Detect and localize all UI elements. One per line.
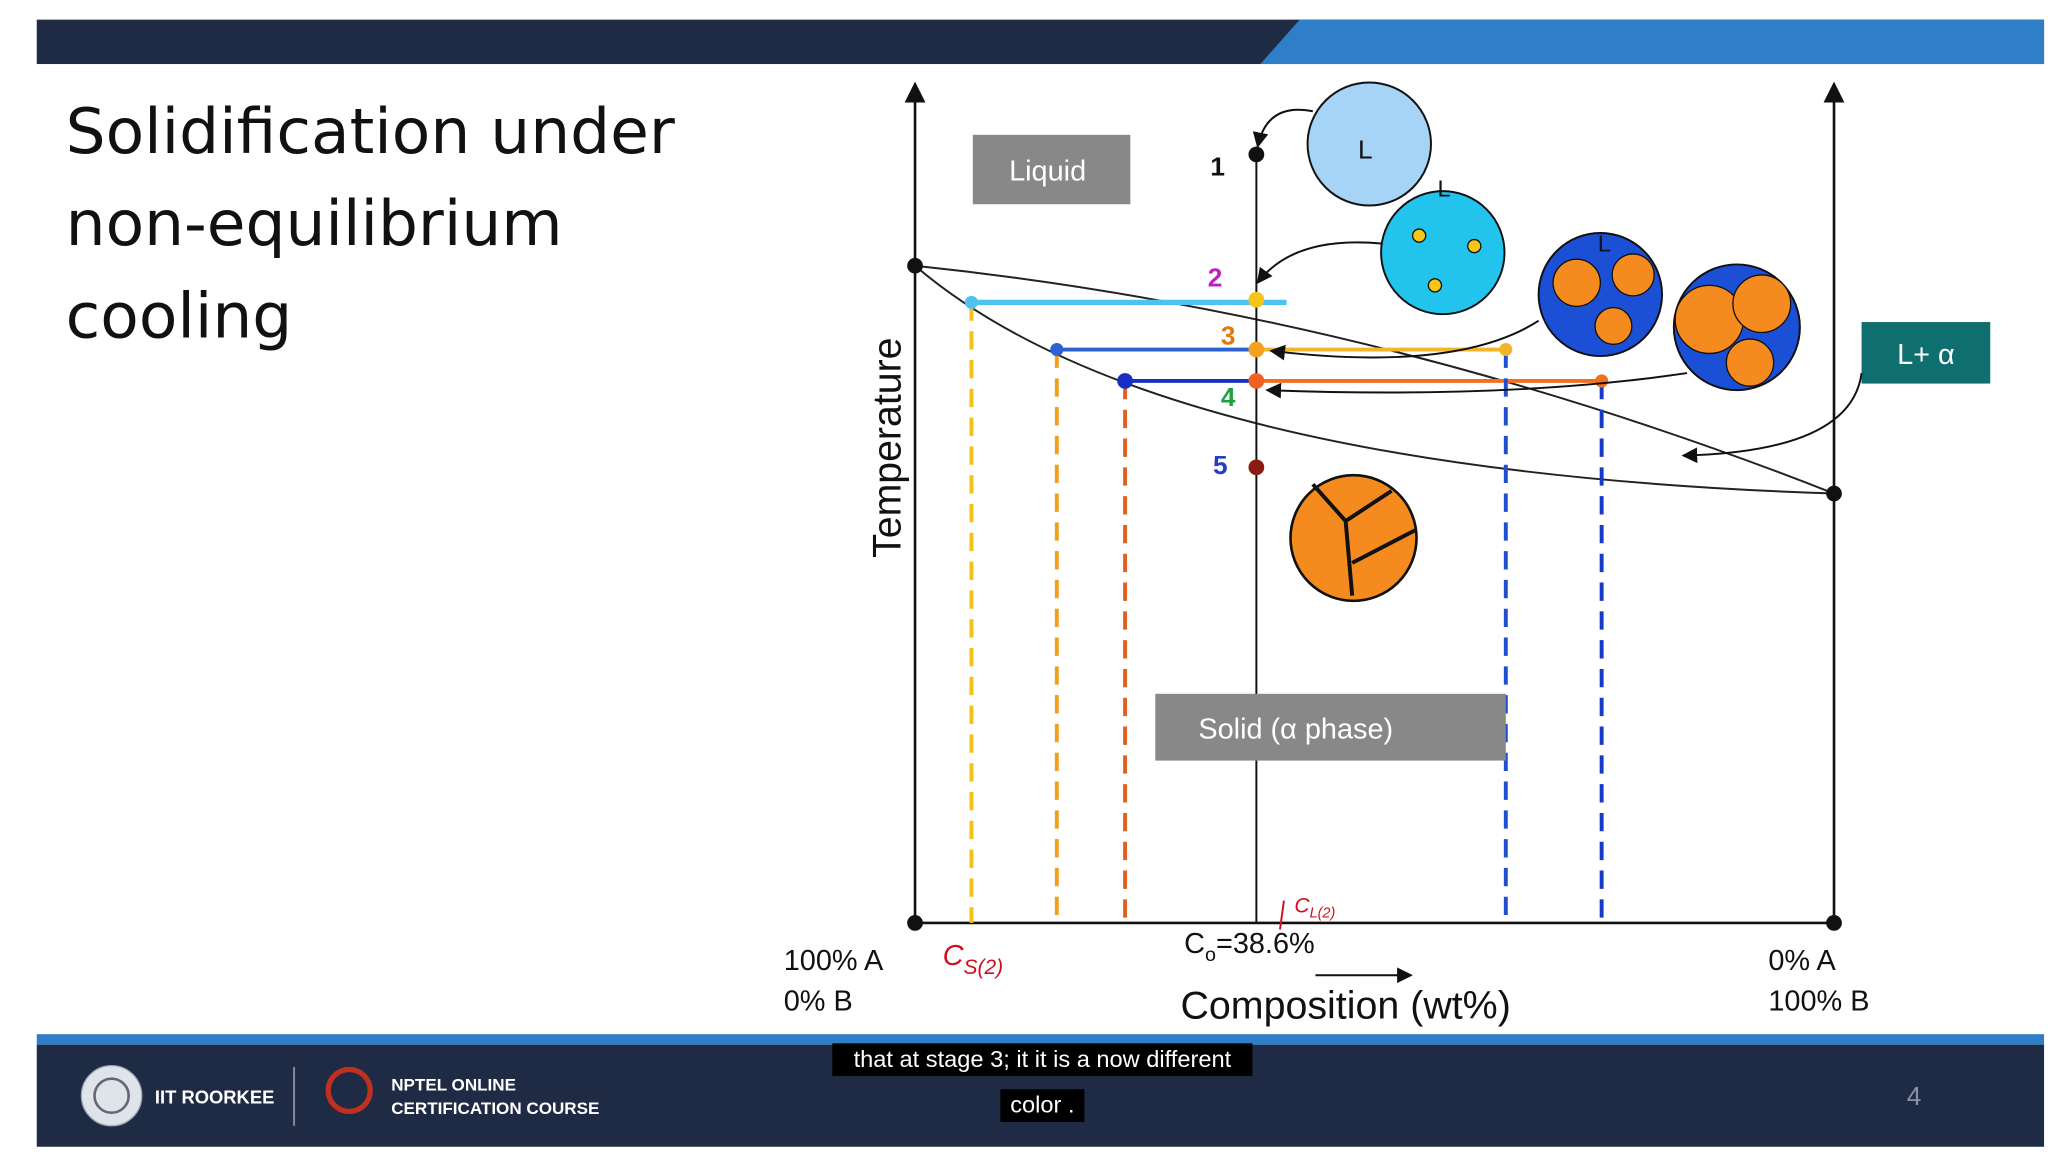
title-line: Solidification under — [66, 95, 675, 168]
grain — [1732, 274, 1792, 334]
iit-logo — [80, 1064, 143, 1127]
composition-label: Co=38.6% — [1184, 928, 1315, 966]
subscript: o — [1205, 944, 1216, 966]
grain-label: L — [1598, 230, 1611, 256]
caption-box — [1000, 1089, 1085, 1122]
value: =38.6% — [1216, 928, 1315, 960]
point — [907, 257, 923, 274]
right-label: 100% B — [1768, 986, 1869, 1018]
points — [907, 146, 1842, 931]
handwritten-tick — [1279, 900, 1285, 930]
grains — [1552, 253, 1655, 345]
symbol: C — [1184, 928, 1205, 960]
arrow — [1252, 108, 1314, 149]
grain — [1674, 284, 1745, 355]
stage-label: 5 — [1213, 450, 1228, 480]
symbol: C — [1294, 894, 1310, 917]
point — [1248, 459, 1265, 476]
grain — [1552, 258, 1601, 307]
title-line: non-equilibrium — [66, 187, 563, 260]
point — [1248, 146, 1265, 163]
caption-box — [832, 1043, 1253, 1077]
left-label: 0% B — [784, 986, 853, 1018]
grain-label: L — [1358, 134, 1373, 164]
grains — [1674, 274, 1792, 387]
arrow — [1265, 372, 1688, 399]
x-axis-label: Composition (wt%) — [1180, 984, 1510, 1028]
point — [1826, 915, 1842, 931]
stage-label: 3 — [1221, 320, 1236, 350]
stage-label: 4 — [1221, 382, 1236, 412]
subscript: S(2) — [963, 956, 1003, 979]
arrow — [1256, 241, 1382, 285]
region-label: Liquid — [1009, 156, 1086, 188]
caption: that at stage 3; it it is a now differen… — [854, 1046, 1232, 1072]
stage-label: 2 — [1208, 263, 1223, 293]
symbol: C — [943, 940, 964, 972]
course-name: NPTEL ONLINE — [391, 1075, 516, 1094]
grain — [1611, 253, 1655, 297]
caption: color . — [1010, 1092, 1074, 1118]
region-box — [1861, 322, 1991, 384]
page-number: 4 — [1907, 1081, 1922, 1111]
solid-grain — [1289, 473, 1418, 603]
course-name: CERTIFICATION COURSE — [391, 1099, 599, 1118]
nucleus — [1411, 228, 1427, 243]
region-label: L+ α — [1897, 339, 1955, 371]
arrow — [1681, 372, 1863, 464]
point — [1248, 341, 1265, 358]
solidus — [914, 264, 1835, 495]
region-box — [1155, 693, 1506, 761]
point — [1050, 342, 1064, 357]
subscript: L(2) — [1310, 906, 1336, 922]
point — [964, 295, 979, 309]
grain — [1725, 338, 1775, 387]
point — [1595, 374, 1609, 388]
phase-diagram: 1 2 3 4 5 Liquid L+ α Solid (α phase) L … — [784, 81, 1991, 1028]
stage-labels: 1 2 3 4 5 — [1208, 151, 1236, 479]
point — [1248, 373, 1265, 389]
header-accent — [1260, 19, 2045, 65]
grain — [1594, 306, 1633, 345]
stage-label: 1 — [1210, 151, 1225, 181]
right-label: 0% A — [1768, 945, 1836, 977]
point — [1248, 291, 1265, 308]
left-label: 100% A — [784, 945, 884, 977]
y-axis-label: Temperature — [866, 338, 910, 558]
slide-body — [36, 64, 2045, 1035]
arrows — [1252, 108, 1863, 984]
title-line: cooling — [66, 280, 293, 353]
grain-circle — [1306, 81, 1432, 207]
title: Solidification under non-equilibrium coo… — [66, 95, 675, 352]
handwritten-annotation: CL(2) — [1294, 894, 1335, 921]
nptel-logo — [325, 1066, 373, 1115]
handwritten-annotation: CS(2) — [943, 940, 1004, 979]
grain-boundaries — [1311, 483, 1417, 596]
liquidus — [914, 264, 1835, 495]
point — [1826, 485, 1842, 502]
nucleus — [1427, 278, 1443, 293]
point — [907, 915, 923, 931]
footer-stripe — [36, 1034, 2045, 1045]
iit-logo-ring — [93, 1077, 130, 1115]
region-label: Solid (α phase) — [1198, 713, 1393, 745]
nuclei — [1411, 228, 1482, 293]
grain-label: L — [1438, 175, 1451, 201]
arrow — [1269, 319, 1540, 361]
grain-circle — [1380, 190, 1506, 316]
dashed-guides — [969, 302, 1604, 923]
nucleus — [1467, 238, 1482, 254]
institute-name: IIT ROORKEE — [155, 1087, 274, 1108]
point — [1117, 373, 1133, 389]
region-box — [972, 134, 1131, 205]
point — [1499, 342, 1513, 357]
